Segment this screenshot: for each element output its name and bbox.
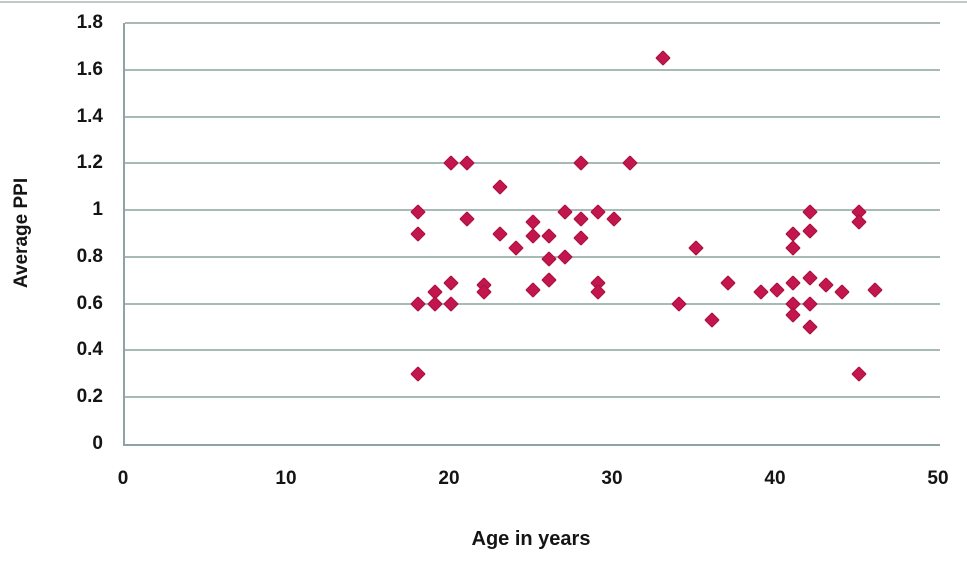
data-point xyxy=(410,366,427,382)
data-point xyxy=(573,230,590,246)
data-point xyxy=(508,239,524,256)
data-point xyxy=(704,312,720,328)
data-point xyxy=(785,239,802,256)
data-point xyxy=(801,319,818,335)
data-point xyxy=(524,281,541,298)
data-point xyxy=(589,284,606,300)
data-point xyxy=(443,274,459,291)
y-tick-label-0.2: 0.2 xyxy=(76,386,103,408)
y-tick-label-0.8: 0.8 xyxy=(76,245,103,267)
x-axis-title: Age in years xyxy=(471,528,591,550)
y-tick-label-1.2: 1.2 xyxy=(76,152,103,174)
gridline-y-0.4 xyxy=(125,349,940,352)
data-point xyxy=(557,249,573,265)
gridline-y-1 xyxy=(125,209,940,212)
x-tick-label-0: 0 xyxy=(117,468,129,489)
y-tick-label-1.6: 1.6 xyxy=(76,58,103,80)
data-point xyxy=(459,211,476,228)
data-point xyxy=(606,211,622,228)
data-point xyxy=(492,225,508,242)
data-point xyxy=(541,251,557,267)
data-point xyxy=(443,295,459,312)
gridline-y-1.4 xyxy=(125,115,940,118)
data-point xyxy=(492,178,508,195)
data-point xyxy=(410,204,427,221)
data-point xyxy=(410,225,427,242)
y-tick-label-0: 0 xyxy=(92,433,103,454)
data-point xyxy=(801,270,818,286)
x-tick-label-10: 10 xyxy=(275,468,297,489)
data-point xyxy=(818,277,834,293)
gridline-y-1.6 xyxy=(125,68,940,71)
x-tick-label-20: 20 xyxy=(438,468,460,489)
data-point xyxy=(573,211,590,228)
data-point xyxy=(622,155,639,172)
y-axis-title: Average PPI xyxy=(11,177,32,289)
data-point xyxy=(785,274,802,291)
data-point xyxy=(801,204,818,221)
gridline-y-0.2 xyxy=(125,396,940,399)
x-tick-label-40: 40 xyxy=(764,468,786,489)
data-point xyxy=(410,295,427,312)
data-point xyxy=(850,214,867,230)
gridline-y-0.6 xyxy=(125,302,940,305)
data-point xyxy=(801,223,818,239)
y-tick-label-1.4: 1.4 xyxy=(76,105,103,127)
plot-area xyxy=(123,22,940,446)
data-point xyxy=(557,204,573,221)
data-point xyxy=(443,155,459,172)
x-tick-label-30: 30 xyxy=(601,468,623,489)
y-tick-label-1.8: 1.8 xyxy=(76,12,103,33)
data-point xyxy=(541,272,557,289)
data-point xyxy=(541,228,557,244)
data-point xyxy=(834,284,850,300)
data-point xyxy=(785,225,802,242)
figure-top-border xyxy=(0,1,967,3)
gridline-y-1.2 xyxy=(125,162,940,165)
data-point xyxy=(752,284,769,300)
data-point xyxy=(655,50,671,66)
data-point xyxy=(720,274,736,291)
data-point xyxy=(801,295,818,312)
gridline-y-0.8 xyxy=(125,255,940,258)
y-tick-label-0.6: 0.6 xyxy=(76,292,103,314)
data-point xyxy=(426,295,443,312)
y-tick-label-1: 1 xyxy=(92,199,103,221)
gridline-y-1.8 xyxy=(125,22,940,24)
data-point xyxy=(459,155,476,172)
data-point xyxy=(671,295,687,312)
y-tick-label-0.4: 0.4 xyxy=(76,339,103,361)
data-point xyxy=(573,155,590,172)
data-point xyxy=(769,281,785,298)
data-point xyxy=(850,366,867,382)
data-point xyxy=(785,307,802,324)
data-point xyxy=(589,204,606,221)
data-point xyxy=(867,281,883,298)
data-point xyxy=(687,239,704,256)
x-tick-label-50: 50 xyxy=(927,468,949,489)
data-point xyxy=(524,228,541,244)
